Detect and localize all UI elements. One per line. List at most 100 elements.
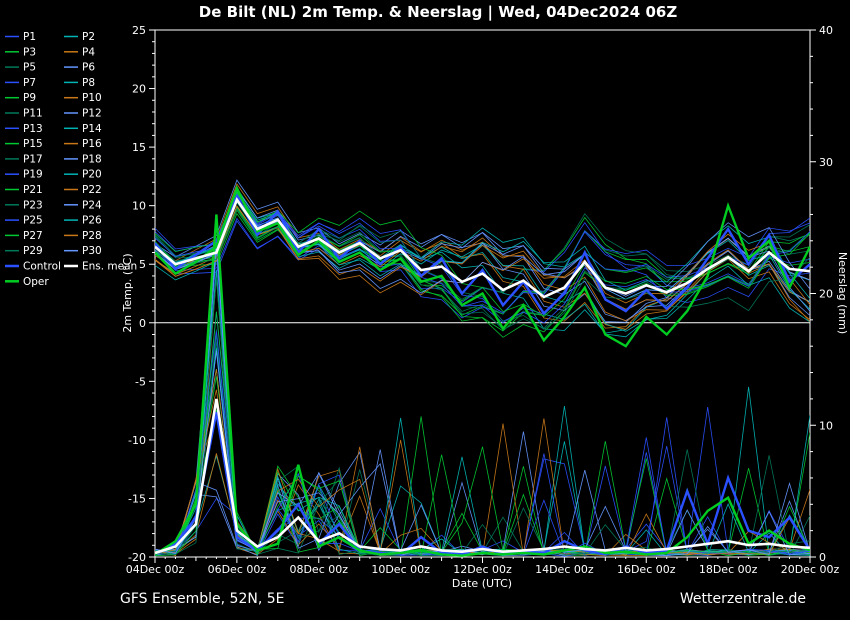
legend-label-P6: P6 [82, 62, 95, 74]
legend-label-P30: P30 [82, 245, 102, 257]
precip-line-ens_mean [155, 398, 810, 555]
legend-item-P2: P2 [64, 31, 95, 43]
legend-item-P29: P29 [5, 245, 43, 257]
legend-label-ens-mean: Ens. mean [82, 261, 137, 273]
legend-label-P29: P29 [23, 245, 43, 257]
legend-item-P26: P26 [64, 215, 102, 227]
precip-tick-label: 0 [819, 551, 826, 564]
date-tick-label: 06Dec 00z [208, 563, 267, 576]
temp-tick-label: 0 [139, 317, 146, 330]
legend-item-P14: P14 [64, 123, 102, 135]
legend-item-P18: P18 [64, 153, 102, 165]
precip-tick-label: 30 [819, 156, 833, 169]
temp-line-ens_mean [155, 197, 810, 299]
precip-tick-label: 40 [819, 24, 833, 37]
legend-item-P17: P17 [5, 153, 43, 165]
precip-line-P29 [155, 277, 810, 557]
legend-label-P22: P22 [82, 184, 102, 196]
legend-label-P10: P10 [82, 92, 102, 104]
precip-line-P1 [155, 452, 810, 557]
legend-item-P11: P11 [5, 108, 43, 120]
temp-line-P7 [155, 217, 810, 319]
legend-item-P4: P4 [64, 46, 95, 58]
legend-item-P1: P1 [5, 31, 36, 43]
series-lines [155, 179, 810, 557]
date-tick-label: 04Dec 00z [126, 563, 185, 576]
legend-item-P25: P25 [5, 215, 43, 227]
legend-label-P16: P16 [82, 138, 102, 150]
precip-line-oper [155, 214, 810, 557]
legend-item-P27: P27 [5, 230, 43, 242]
date-tick-label: 10Dec 00z [371, 563, 430, 576]
y-axis-label-right: Neerslag (mm) [836, 252, 849, 334]
temp-tick-label: -15 [128, 492, 146, 505]
legend-item-ens-mean: Ens. mean [64, 261, 137, 273]
precip-tick-label: 20 [819, 288, 833, 301]
legend-label-P9: P9 [23, 92, 36, 104]
temp-line-oper [155, 184, 810, 348]
chart-title: De Bilt (NL) 2m Temp. & Neerslag | Wed, … [199, 3, 678, 22]
temp-line-P29 [155, 208, 810, 330]
legend-item-P21: P21 [5, 184, 43, 196]
legend-label-P12: P12 [82, 108, 102, 120]
precip-line-P21 [155, 270, 810, 557]
temp-tick-label: -10 [128, 434, 146, 447]
date-tick-label: 18Dec 00z [699, 563, 758, 576]
legend-item-P8: P8 [64, 77, 95, 89]
legend-label-P21: P21 [23, 184, 43, 196]
date-tick-label: 08Dec 00z [289, 563, 348, 576]
legend-label-control: Control [23, 261, 61, 273]
legend-label-P8: P8 [82, 77, 95, 89]
legend-item-oper: Oper [5, 276, 49, 288]
legend-label-P13: P13 [23, 123, 43, 135]
precip-line-P7 [155, 252, 810, 557]
legend-label-P26: P26 [82, 215, 102, 227]
precip-line-P5 [155, 329, 810, 556]
precip-line-P25 [155, 331, 810, 556]
precip-tick-label: 10 [819, 419, 833, 432]
legend-item-P23: P23 [5, 199, 43, 211]
axes: -20 -15 -10 -5 0 5 10 15 20 25 0 10 20 30 40 04Dec 00z 0… [126, 24, 840, 576]
legend-label-P15: P15 [23, 138, 43, 150]
legend-item-P13: P13 [5, 123, 43, 135]
legend-item-P28: P28 [64, 230, 102, 242]
legend: P1 P2 P3 P4 P5 P6 P7 P8 P9 P10 P11 P12 P13 P14 P15 P16 P… [5, 31, 137, 288]
precip-line-P18 [155, 451, 810, 557]
precip-line-P4 [155, 276, 810, 556]
legend-item-P12: P12 [64, 108, 102, 120]
legend-label-P23: P23 [23, 199, 43, 211]
legend-item-P10: P10 [64, 92, 102, 104]
legend-item-P20: P20 [64, 169, 102, 181]
legend-label-P20: P20 [82, 169, 102, 181]
x-axis-label: Date (UTC) [452, 577, 512, 590]
date-tick-label: 12Dec 00z [453, 563, 512, 576]
legend-item-P19: P19 [5, 169, 43, 181]
legend-label-P18: P18 [82, 153, 102, 165]
legend-label-P4: P4 [82, 46, 95, 58]
precip-line-P6 [155, 431, 810, 556]
date-tick-label: 14Dec 00z [535, 563, 594, 576]
legend-label-P5: P5 [23, 62, 36, 74]
legend-item-P6: P6 [64, 62, 95, 74]
legend-label-P2: P2 [82, 31, 95, 43]
legend-item-P7: P7 [5, 77, 36, 89]
legend-item-P3: P3 [5, 46, 36, 58]
legend-label-P1: P1 [23, 31, 36, 43]
footer-brand: Wetterzentrale.de [680, 591, 806, 607]
temp-tick-label: -20 [128, 551, 146, 564]
date-tick-label: 16Dec 00z [617, 563, 676, 576]
legend-label-P14: P14 [82, 123, 102, 135]
temp-tick-label: 20 [132, 83, 146, 96]
legend-item-P30: P30 [64, 245, 102, 257]
legend-label-P24: P24 [82, 199, 102, 211]
temp-tick-label: 5 [139, 258, 146, 271]
temp-tick-label: 15 [132, 141, 146, 154]
legend-label-P3: P3 [23, 46, 36, 58]
legend-label-P17: P17 [23, 153, 43, 165]
legend-label-P25: P25 [23, 215, 43, 227]
temp-line-P26 [155, 191, 810, 299]
precip-line-P23 [155, 335, 810, 556]
legend-item-P15: P15 [5, 138, 43, 150]
legend-item-P5: P5 [5, 62, 36, 74]
